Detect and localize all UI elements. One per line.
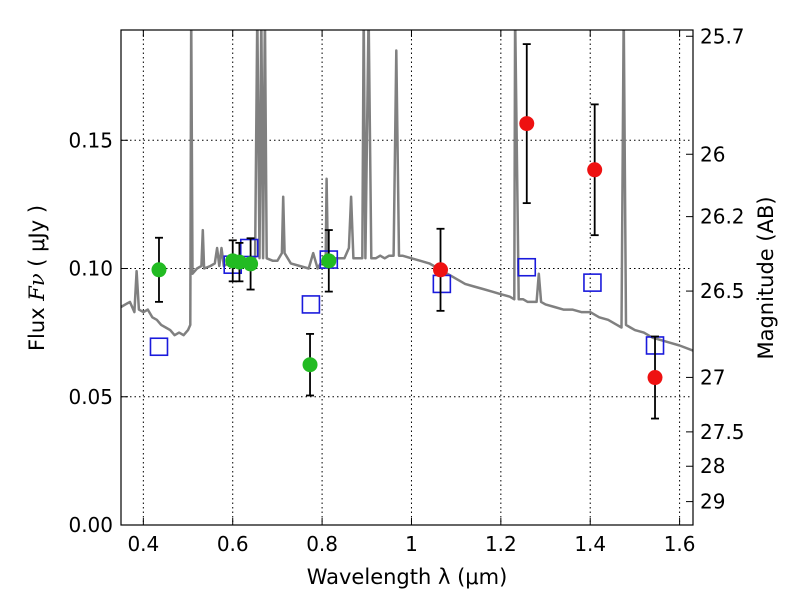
plot-frame [120, 29, 694, 526]
x-tick-label: 1.6 [664, 532, 696, 556]
x-tick-label: 1.4 [574, 532, 606, 556]
model-point [517, 257, 537, 277]
right-tick-label: 27 [700, 365, 725, 389]
x-tick-label: 0.8 [306, 532, 338, 556]
y-axis-label-text: Flux [25, 301, 49, 351]
model-point [239, 238, 259, 258]
y-tick-label: 0.15 [68, 128, 113, 152]
right-tick-label: 28 [700, 454, 725, 478]
observed-points-layer [151, 116, 663, 386]
x-axis-label: Wavelength λ (μm) [307, 565, 508, 589]
x-tick-label: 1 [405, 532, 418, 556]
green-data-point [231, 254, 247, 270]
green-data-point [321, 253, 337, 269]
red-data-point [647, 370, 663, 386]
right-tick-label: 26.2 [700, 205, 745, 229]
y-axis-label-symbol: Fν [25, 273, 49, 302]
y-axis-label-right: Magnitude (AB) [754, 196, 778, 359]
right-tick-label: 27.5 [700, 420, 745, 444]
model-point [583, 273, 602, 292]
green-data-point [302, 357, 318, 373]
axis-ticks [121, 30, 693, 526]
sed-curve-layer [121, 30, 693, 352]
green-data-point [151, 262, 167, 278]
red-data-point [587, 162, 603, 178]
y-tick-label: 0.00 [68, 513, 113, 537]
x-tick-label: 0.6 [217, 532, 249, 556]
sed-curve [121, 30, 693, 352]
plot-background [121, 30, 693, 525]
y-axis-label-left: Flux Fν ( μJy ) [25, 205, 49, 351]
right-tick-label: 26 [700, 142, 725, 166]
y-axis-label-unit: ( μJy ) [25, 205, 49, 273]
right-tick-label: 26.5 [700, 279, 745, 303]
right-tick-label: 29 [700, 490, 725, 514]
x-tick-label: 1.2 [485, 532, 517, 556]
tick-labels: 0.4 0.6 0.8 1 1.2 1.4 1.6 0.00 0.05 0.10 0.15 25.7 2… [68, 24, 744, 556]
red-data-point [519, 116, 535, 132]
red-data-point [433, 262, 449, 278]
model-point [149, 337, 169, 357]
green-data-point [243, 256, 259, 272]
model-point [301, 295, 321, 314]
x-tick-label: 0.4 [127, 532, 159, 556]
y-tick-label: 0.10 [68, 257, 113, 281]
right-tick-label: 25.7 [700, 24, 745, 48]
y-tick-label: 0.05 [68, 385, 113, 409]
